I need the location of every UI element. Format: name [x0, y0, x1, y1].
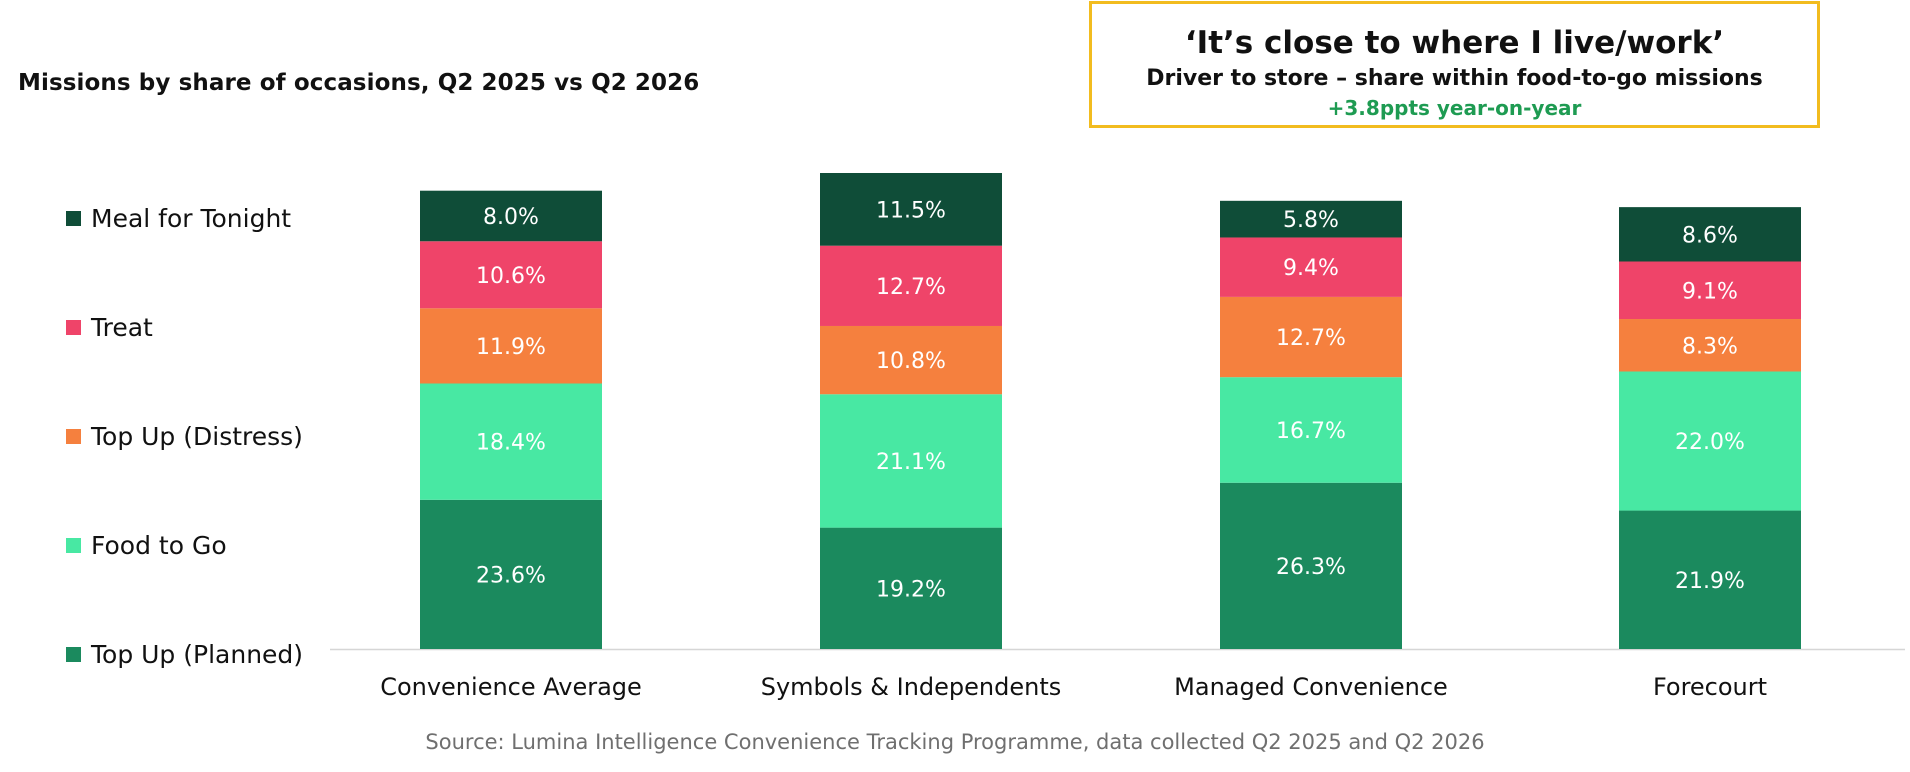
callout-heading: ‘It’s close to where I live/work’: [1184, 25, 1725, 61]
legend-label-food-to-go: Food to Go: [91, 530, 227, 560]
data-label-managed-convenience-meal-for-tonight: 5.8%: [1283, 208, 1339, 233]
legend-item-treat: Treat: [66, 312, 153, 342]
callout-change: +3.8ppts year-on-year: [1327, 96, 1582, 120]
source-note: Source: Lumina Intelligence Convenience …: [425, 730, 1485, 754]
legend-label-top-up-planned: Top Up (Planned): [91, 639, 304, 669]
bar-managed-convenience-treat: [1220, 237, 1402, 297]
data-label-symbols-independents-treat: 12.7%: [876, 275, 946, 300]
data-label-forecourt-top-up-planned: 21.9%: [1675, 569, 1745, 594]
callout-subheading: Driver to store – share within food-to-g…: [1146, 66, 1763, 91]
bar-forecourt-meal-for-tonight: [1619, 207, 1801, 262]
legend-item-food-to-go: Food to Go: [66, 530, 227, 560]
category-label-forecourt: Forecourt: [1653, 673, 1767, 701]
legend-label-treat: Treat: [91, 312, 153, 342]
data-label-managed-convenience-food-to-go: 16.7%: [1276, 419, 1346, 444]
data-label-convenience-average-top-up-distress: 11.9%: [476, 335, 546, 360]
legend-item-top-up-distress: Top Up (Distress): [66, 421, 303, 451]
bar-convenience-average-top-up-distress: [420, 308, 602, 384]
data-label-forecourt-meal-for-tonight: 8.6%: [1682, 223, 1738, 248]
bar-symbols-independents-food-to-go: [820, 394, 1002, 528]
data-label-symbols-independents-food-to-go: 21.1%: [876, 450, 946, 475]
bar-convenience-average-treat: [420, 241, 602, 309]
data-label-managed-convenience-top-up-distress: 12.7%: [1276, 326, 1346, 351]
bar-managed-convenience-meal-for-tonight: [1220, 200, 1402, 238]
bar-forecourt-food-to-go: [1619, 371, 1801, 511]
category-label-symbols-independents: Symbols & Independents: [761, 673, 1062, 701]
bar-convenience-average-food-to-go: [420, 383, 602, 500]
bar-symbols-independents-top-up-planned: [820, 527, 1002, 649]
data-label-symbols-independents-top-up-planned: 19.2%: [876, 577, 946, 602]
data-label-symbols-independents-top-up-distress: 10.8%: [876, 349, 946, 374]
bar-convenience-average-top-up-planned: [420, 499, 602, 649]
bar-symbols-independents-meal-for-tonight: [820, 173, 1002, 246]
data-label-convenience-average-food-to-go: 18.4%: [476, 431, 546, 456]
legend-swatch-food-to-go: [66, 537, 81, 553]
bar-symbols-independents-treat: [820, 245, 1002, 326]
legend-item-top-up-planned: Top Up (Planned): [66, 639, 303, 669]
data-label-forecourt-food-to-go: 22.0%: [1675, 430, 1745, 455]
data-label-symbols-independents-meal-for-tonight: 11.5%: [876, 198, 946, 223]
legend-swatch-treat: [66, 319, 81, 335]
legend-swatch-meal-for-tonight: [66, 210, 81, 226]
legend-swatch-top-up-planned: [66, 646, 81, 662]
data-label-forecourt-top-up-distress: 8.3%: [1682, 334, 1738, 359]
bar-convenience-average-meal-for-tonight: [420, 190, 602, 242]
bar-managed-convenience-top-up-distress: [1220, 296, 1402, 378]
data-label-convenience-average-top-up-planned: 23.6%: [476, 563, 546, 588]
data-label-forecourt-treat: 9.1%: [1682, 279, 1738, 304]
legend-item-meal-for-tonight: Meal for Tonight: [66, 203, 291, 233]
category-label-managed-convenience: Managed Convenience: [1174, 673, 1448, 701]
data-label-convenience-average-meal-for-tonight: 8.0%: [483, 205, 539, 230]
bar-managed-convenience-food-to-go: [1220, 377, 1402, 483]
bar-forecourt-top-up-planned: [1619, 510, 1801, 649]
data-label-managed-convenience-treat: 9.4%: [1283, 256, 1339, 281]
data-label-convenience-average-treat: 10.6%: [476, 264, 546, 289]
chart-title: Missions by share of occasions, Q2 2025 …: [18, 70, 700, 96]
category-label-convenience-average: Convenience Average: [380, 673, 642, 701]
bar-managed-convenience-top-up-planned: [1220, 482, 1402, 649]
data-label-managed-convenience-top-up-planned: 26.3%: [1276, 555, 1346, 580]
legend-label-meal-for-tonight: Meal for Tonight: [91, 203, 292, 233]
legend-swatch-top-up-distress: [66, 428, 81, 444]
callout-box: ‘It’s close to where I live/work’ Driver…: [1089, 1, 1820, 128]
bar-symbols-independents-top-up-distress: [820, 325, 1002, 395]
bar-forecourt-top-up-distress: [1619, 319, 1801, 372]
legend-label-top-up-distress: Top Up (Distress): [91, 421, 303, 451]
bar-forecourt-treat: [1619, 261, 1801, 320]
